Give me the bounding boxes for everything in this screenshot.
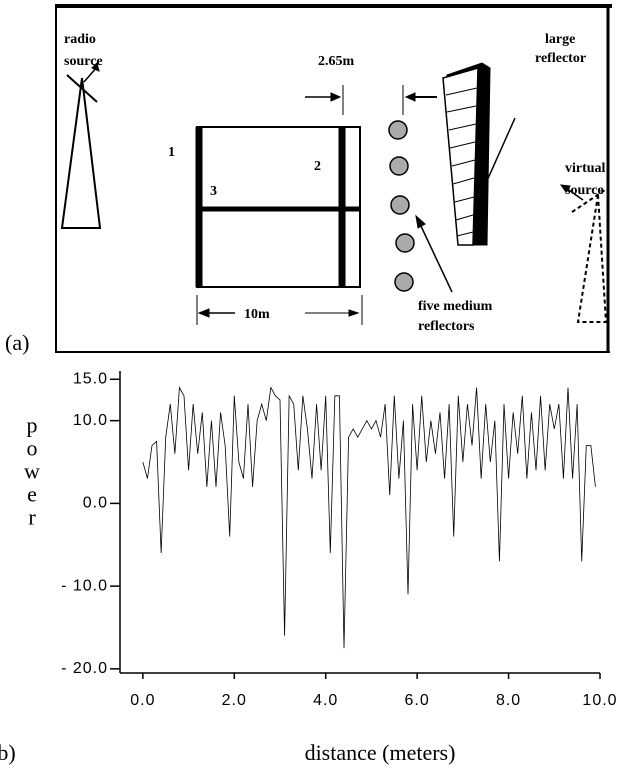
label: source xyxy=(565,183,604,198)
label: reflectors xyxy=(418,319,475,334)
y-tick-label: - 20.0 xyxy=(61,660,108,677)
x-tick-label: 0.0 xyxy=(130,692,155,709)
x-tick-label: 6.0 xyxy=(405,692,430,709)
label: source xyxy=(64,54,103,69)
label: 2 xyxy=(314,159,321,174)
y-tick-label: - 10.0 xyxy=(61,577,108,594)
y-tick-label: 10.0 xyxy=(73,412,108,429)
diagram xyxy=(55,4,612,353)
panel-label: (a) xyxy=(5,330,29,355)
y-tick-label: 0.0 xyxy=(83,495,108,512)
label: 3 xyxy=(210,184,217,199)
label: 10m xyxy=(244,307,270,322)
label: radio xyxy=(64,32,96,47)
label: 2.65m xyxy=(318,54,355,69)
label: five medium xyxy=(418,299,493,314)
data-line xyxy=(142,386,596,649)
x-tick-label: 10.0 xyxy=(582,692,617,709)
label: large xyxy=(545,32,575,47)
x-tick-label: 2.0 xyxy=(222,692,247,709)
label: virtual xyxy=(565,161,606,176)
label: 1 xyxy=(168,145,175,160)
x-tick-label: 4.0 xyxy=(313,692,338,709)
y-axis-label: power xyxy=(20,413,45,528)
x-tick-label: 8.0 xyxy=(496,692,521,709)
label: reflector xyxy=(535,51,586,66)
panel-label: (b) xyxy=(0,740,16,765)
x-axis-label: distance (meters) xyxy=(305,740,456,765)
y-tick-label: 15.0 xyxy=(73,370,108,387)
